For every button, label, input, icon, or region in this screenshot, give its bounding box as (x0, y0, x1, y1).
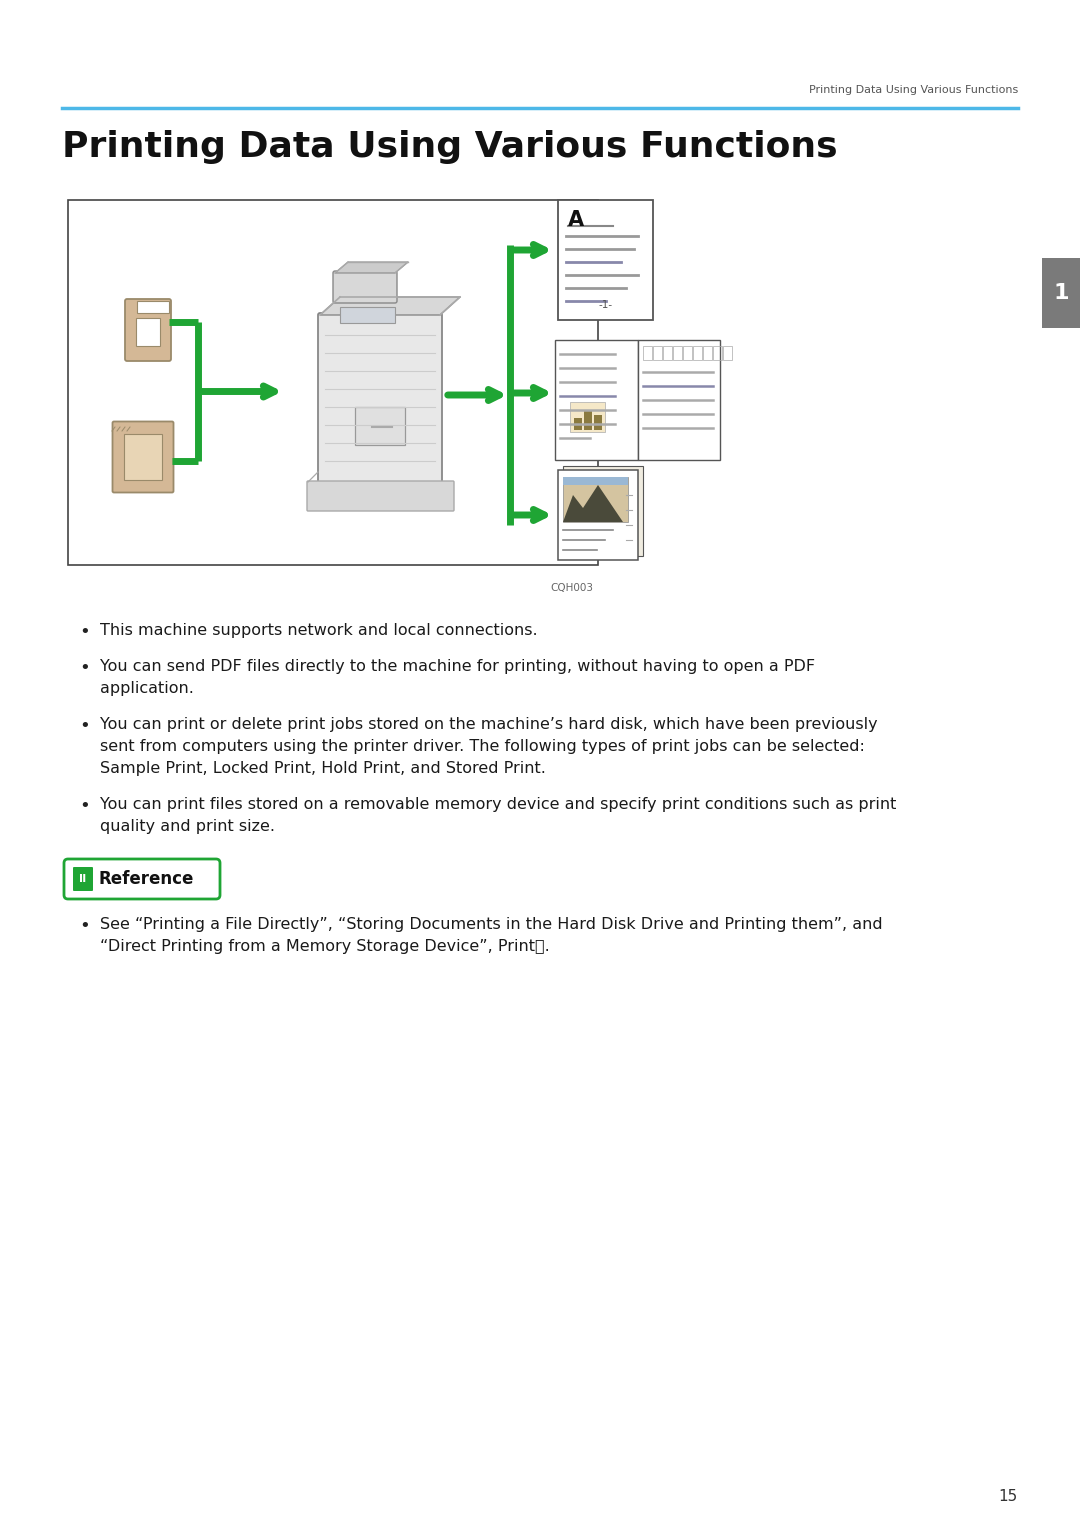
Bar (340, 306, 395, 323)
Text: •: • (80, 918, 91, 935)
Text: “Direct Printing from a Memory Storage Device”, PrintⓅ.: “Direct Printing from a Memory Storage D… (100, 939, 550, 954)
Bar (570, 401, 605, 432)
Bar (355, 408, 405, 444)
Bar (555, 340, 637, 460)
Bar (584, 411, 592, 430)
Bar (692, 346, 702, 360)
Text: •: • (80, 624, 91, 640)
FancyBboxPatch shape (333, 271, 397, 303)
Bar (673, 346, 681, 360)
Bar (563, 476, 627, 486)
Bar (136, 319, 160, 346)
Text: Ⅱ: Ⅱ (79, 873, 86, 884)
Bar (702, 346, 712, 360)
Polygon shape (335, 262, 408, 273)
Bar (1042, 257, 1080, 328)
Bar (652, 346, 661, 360)
FancyBboxPatch shape (125, 299, 171, 362)
FancyBboxPatch shape (112, 421, 174, 492)
Text: A: A (568, 210, 584, 230)
Text: 15: 15 (999, 1489, 1018, 1504)
FancyBboxPatch shape (307, 481, 454, 512)
Text: -1-: -1- (598, 300, 612, 309)
FancyBboxPatch shape (64, 859, 220, 899)
Text: Reference: Reference (98, 870, 193, 889)
Bar (662, 346, 672, 360)
Text: 1: 1 (1053, 283, 1069, 303)
Bar (637, 340, 720, 460)
Text: application.: application. (100, 682, 194, 696)
Text: Sample Print, Locked Print, Hold Print, and Stored Print.: Sample Print, Locked Print, Hold Print, … (100, 761, 545, 777)
Text: You can send PDF files directly to the machine for printing, without having to o: You can send PDF files directly to the m… (100, 659, 815, 674)
Bar (713, 346, 721, 360)
FancyBboxPatch shape (318, 313, 442, 487)
Text: quality and print size.: quality and print size. (100, 820, 275, 833)
Text: •: • (80, 797, 91, 815)
Text: CQH003: CQH003 (550, 584, 593, 593)
Bar (723, 346, 731, 360)
Text: This machine supports network and local connections.: This machine supports network and local … (100, 624, 538, 637)
Text: Printing Data Using Various Functions: Printing Data Using Various Functions (809, 84, 1018, 95)
Bar (594, 415, 602, 430)
Bar (563, 476, 627, 522)
Polygon shape (320, 297, 460, 316)
Bar (68, 201, 598, 565)
Text: See “Printing a File Directly”, “Storing Documents in the Hard Disk Drive and Pr: See “Printing a File Directly”, “Storing… (100, 918, 882, 931)
Bar (124, 434, 162, 480)
Text: sent from computers using the printer driver. The following types of print jobs : sent from computers using the printer dr… (100, 738, 865, 754)
Bar (683, 346, 691, 360)
Text: You can print or delete print jobs stored on the machine’s hard disk, which have: You can print or delete print jobs store… (100, 717, 878, 732)
Bar (563, 466, 643, 556)
Text: Printing Data Using Various Functions: Printing Data Using Various Functions (62, 130, 838, 164)
Text: You can print files stored on a removable memory device and specify print condit: You can print files stored on a removabl… (100, 797, 896, 812)
Polygon shape (137, 300, 168, 313)
Text: •: • (80, 659, 91, 677)
Bar (643, 346, 651, 360)
FancyBboxPatch shape (73, 867, 93, 892)
Text: •: • (80, 717, 91, 735)
Bar (558, 201, 653, 320)
Bar (573, 418, 582, 430)
Bar (558, 470, 638, 561)
Polygon shape (563, 486, 623, 522)
